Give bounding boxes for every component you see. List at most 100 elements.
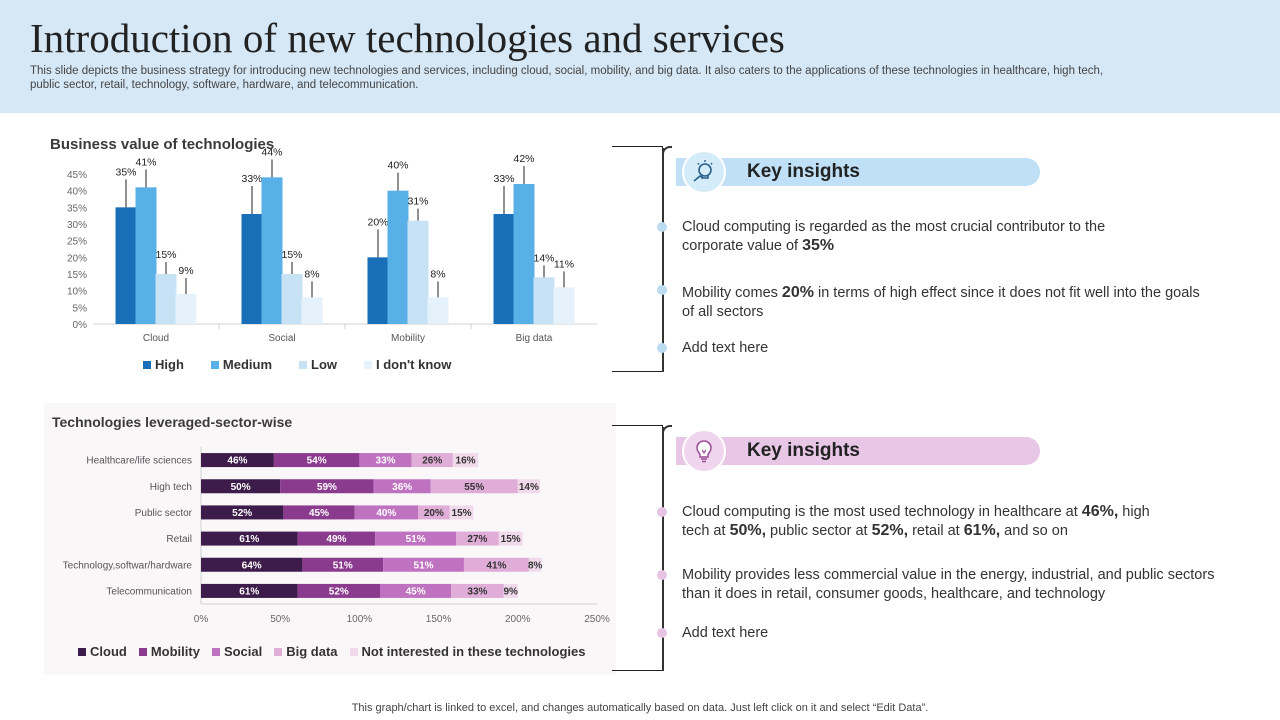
chart1-title: Business value of technologies xyxy=(50,136,275,153)
bar-medium-social xyxy=(261,177,283,324)
insight-1-2: Mobility comes 20% in terms of high effe… xyxy=(682,284,1202,321)
insight-2-1-b3: 52%, xyxy=(871,521,909,539)
data-label: 42% xyxy=(513,153,534,165)
y-tick-label: 5% xyxy=(73,303,88,314)
data-label: 41% xyxy=(486,560,506,571)
data-label: 20% xyxy=(367,216,388,228)
legend-swatch-mobility xyxy=(138,647,147,656)
bar-medium-big-data xyxy=(513,184,535,324)
legend-swatch-not-interested xyxy=(349,647,358,656)
bar-not-interested-in-these-technologies-telecommunication xyxy=(503,583,518,598)
bar-low-mobility xyxy=(407,220,429,324)
bar-not-interested-in-these-technologies-healthcare-life-sciences xyxy=(452,453,479,468)
legend-swatch-big-data xyxy=(274,647,283,656)
insight-2-3-text[interactable]: Add text here xyxy=(682,625,769,641)
key-insights-heading-2: Key insights xyxy=(747,440,860,461)
insight-1-2-pre: Mobility comes xyxy=(682,285,782,301)
insight-2-2-text: Mobility provides less commercial value … xyxy=(682,567,1215,602)
data-label: 27% xyxy=(467,534,487,545)
insight-1-3-text[interactable]: Add text here xyxy=(682,340,769,356)
insight-2-1-b2: 50%, xyxy=(729,521,767,539)
data-label: 15% xyxy=(452,508,472,519)
legend-item-dont-know: I don't know xyxy=(364,357,451,372)
bar-cloud-public-sector xyxy=(201,505,284,520)
bar-high-mobility xyxy=(367,257,389,324)
bar-mobility-high-tech xyxy=(280,479,374,494)
bar-i-don-t-know-social xyxy=(301,297,323,324)
footer-note: This graph/chart is linked to excel, and… xyxy=(351,702,929,714)
y-tick-label: High tech xyxy=(150,482,192,493)
y-tick-label: 0% xyxy=(73,320,88,331)
legend-swatch-low xyxy=(299,360,308,369)
data-label: 26% xyxy=(422,456,442,467)
legend-label-mobility: Mobility xyxy=(150,644,200,659)
legend-swatch-social xyxy=(211,647,220,656)
bar-mobility-public-sector xyxy=(283,505,355,520)
data-label: 33% xyxy=(376,456,396,467)
bar-social-public-sector xyxy=(354,505,419,520)
data-label: 35% xyxy=(115,166,136,178)
data-label: 11% xyxy=(554,258,574,270)
bar-high-cloud xyxy=(115,207,137,324)
key-insights-banner-1 xyxy=(676,158,1040,186)
data-label: 15% xyxy=(155,249,176,261)
legend-label-dont-know: I don't know xyxy=(376,357,452,372)
bar-social-technology-softwar-hardware xyxy=(383,557,464,572)
x-tick-label: 50% xyxy=(270,614,290,625)
data-label: 33% xyxy=(241,173,262,185)
y-tick-label: 45% xyxy=(67,170,87,181)
bar-low-social xyxy=(281,274,303,324)
legend-label-social: Social xyxy=(223,644,263,659)
insights-line-2 xyxy=(662,427,664,671)
legend-label-low: Low xyxy=(311,357,338,372)
bar-cloud-high-tech xyxy=(201,479,281,494)
data-label: 44% xyxy=(261,146,282,158)
bar-cloud-healthcare-life-sciences xyxy=(201,453,274,468)
bar-low-cloud xyxy=(155,274,177,324)
legend-label-medium: Medium xyxy=(222,357,273,372)
insight-dot-2-2 xyxy=(657,570,667,580)
data-label: 14% xyxy=(533,252,554,264)
data-label: 50% xyxy=(231,482,251,493)
data-label: 8% xyxy=(528,560,543,571)
data-label: 45% xyxy=(406,586,426,597)
insight-2-1-t5: and so on xyxy=(1000,522,1068,539)
data-label: 33% xyxy=(493,173,514,185)
data-label: 51% xyxy=(414,560,434,571)
legend-label-cloud: Cloud xyxy=(90,644,127,659)
y-tick-label: Retail xyxy=(166,534,192,545)
insight-2-1: Cloud computing is the most used technol… xyxy=(682,503,1172,540)
bar-not-interested-in-these-technologies-technology-softwar-hardware xyxy=(528,557,542,572)
legend-swatch-cloud xyxy=(78,647,86,656)
insight-1-3[interactable]: Add text here xyxy=(682,339,768,358)
y-tick-label: Public sector xyxy=(135,508,193,519)
legend-label-high: High xyxy=(155,357,184,372)
insights-line-1 xyxy=(662,148,664,372)
x-tick-label: Social xyxy=(268,333,295,344)
insight-2-3[interactable]: Add text here xyxy=(682,624,768,643)
insights-line-cap-2 xyxy=(662,425,672,437)
bar-big-data-healthcare-life-sciences xyxy=(411,453,453,468)
insight-1-1-bold: 35% xyxy=(802,236,835,254)
data-label: 59% xyxy=(317,482,337,493)
y-tick-label: 15% xyxy=(67,270,87,281)
data-label: 52% xyxy=(329,586,349,597)
insight-dot-1-2 xyxy=(657,285,667,295)
legend-item-high: High xyxy=(143,357,184,372)
insight-1-2-bold: 20% xyxy=(781,284,814,301)
insight-1-1: Cloud computing is regarded as the most … xyxy=(682,218,1152,255)
insight-2-1-t4: retail at xyxy=(908,522,964,539)
bar-i-don-t-know-big-data xyxy=(553,287,575,324)
data-label: 40% xyxy=(387,160,408,172)
data-label: 61% xyxy=(239,586,259,597)
x-tick-label: Cloud xyxy=(143,333,169,344)
header-banner: Introduction of new technologies and ser… xyxy=(0,0,1280,113)
page-title: Introduction of new technologies and ser… xyxy=(30,15,785,61)
bar-high-social xyxy=(241,214,263,324)
data-label: 40% xyxy=(376,508,396,519)
insight-2-1-b4: 61%, xyxy=(963,521,1001,539)
legend-item-low: Low xyxy=(299,357,337,372)
bar-i-don-t-know-mobility xyxy=(427,297,449,324)
